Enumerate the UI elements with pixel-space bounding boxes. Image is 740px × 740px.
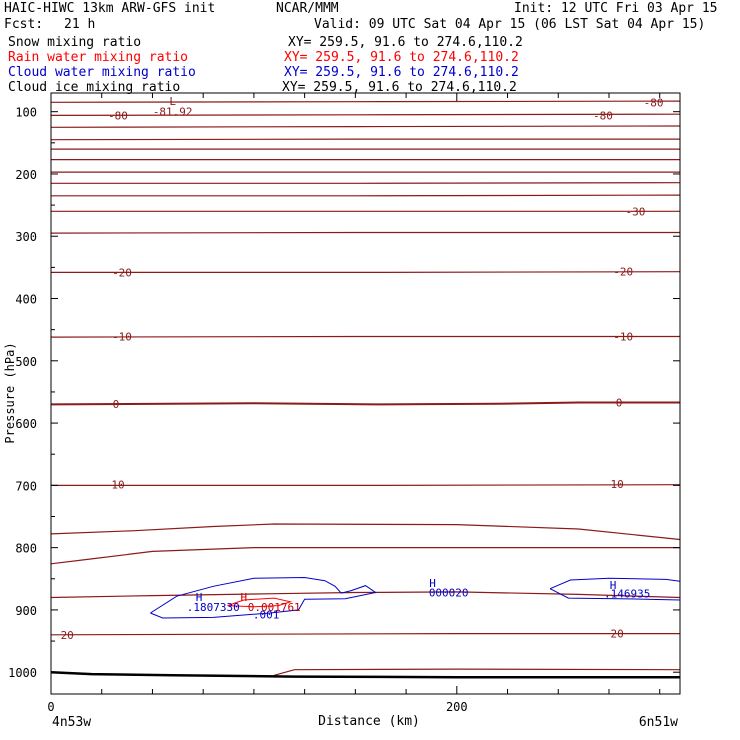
- forecast-label: Fcst:: [4, 17, 44, 32]
- legend-cloud-water-xy: XY= 259.5, 91.6 to 274.6,110.2: [284, 65, 519, 80]
- isotherm-20-18: [50, 633, 680, 636]
- isotherm--80-1: [50, 113, 681, 116]
- legend-cloud-ice-label: Cloud ice mixing ratio: [8, 80, 181, 95]
- contour-label-5: -30: [625, 205, 645, 218]
- contour-label-19: 0.001761: [248, 601, 301, 614]
- contour-label-16: H: [196, 591, 203, 604]
- isotherm-unlabeled-7: [51, 182, 681, 184]
- y-tick-label-700: 700: [15, 479, 37, 493]
- x-axis-label: Distance (km): [318, 714, 420, 729]
- contour-label-23: H: [610, 579, 617, 592]
- legend-snow-xy: XY= 259.5, 91.6 to 274.6,110.2: [288, 35, 523, 50]
- plot-frame: [50, 92, 681, 695]
- forecast-hours: 21 h: [64, 17, 96, 32]
- isotherm-0-13: [50, 401, 680, 406]
- isotherm--80-0: [50, 100, 681, 103]
- x-tick-label-200: 200: [446, 700, 468, 714]
- org-label: NCAR/MMM: [276, 1, 339, 16]
- contour-label-13: 10: [610, 478, 623, 491]
- contour-label-20: .001: [253, 608, 280, 621]
- isotherm-unlabeled-15: [50, 523, 681, 541]
- y-tick-label-900: 900: [15, 604, 37, 618]
- y-tick-label-1000: 1000: [8, 666, 37, 680]
- y-tick-label-600: 600: [15, 417, 37, 431]
- legend-cloud-ice-xy: XY= 259.5, 91.6 to 274.6,110.2: [282, 80, 517, 95]
- contour-label-3: -80: [644, 96, 664, 109]
- contour-label-1: -81.92: [153, 106, 193, 119]
- isotherm-10-14: [51, 484, 681, 486]
- y-axis-label: Pressure (hPa): [3, 342, 17, 443]
- rain-contour-0: [227, 597, 293, 608]
- cloud-water-contour-1: [549, 577, 681, 590]
- isotherm-unlabeled-2: [50, 125, 681, 128]
- contour-label-6: -20: [112, 266, 132, 279]
- y-tick-label-400: 400: [15, 293, 37, 307]
- y-tick-label-300: 300: [15, 230, 37, 244]
- contour-label-12: 10: [111, 479, 124, 492]
- contour-label-7: -20: [613, 266, 633, 279]
- contour-label-11: 0: [616, 397, 623, 410]
- contour-label-15: 20: [610, 628, 623, 641]
- y-tick-label-800: 800: [15, 542, 37, 556]
- x-endpoint-right: 6n51w: [639, 715, 678, 730]
- isotherm--10-12: [50, 335, 680, 338]
- rain-contours: [227, 597, 293, 608]
- y-tick-label-200: 200: [15, 168, 37, 182]
- contour-label-21: H: [429, 577, 436, 590]
- cloud-water-contour-2: [549, 588, 681, 601]
- contour-label-22: 000020: [429, 587, 469, 600]
- contour-label-0: L: [169, 95, 176, 108]
- ground-line: [50, 670, 680, 679]
- contour-label-8: -10: [112, 331, 132, 344]
- contour-labels: L-81.92 -80 -80 -80 -30 -20 -20 -10 -10 0 0 10 10 20 2…: [61, 95, 664, 642]
- contour-label-4: -80: [593, 109, 613, 122]
- valid-time: Valid: 09 UTC Sat 04 Apr 15 (06 LST Sat …: [314, 17, 706, 32]
- x-endpoint-left: 4n53w: [52, 715, 91, 730]
- x-tick-label-0: 0: [47, 700, 54, 714]
- isotherm-unlabeled-10: [50, 231, 680, 234]
- isotherm--20-11: [51, 271, 681, 273]
- legend-cloud-water-label: Cloud water mixing ratio: [8, 65, 196, 80]
- init-time: Init: 12 UTC Fri 03 Apr 15: [514, 1, 718, 16]
- isotherm-unlabeled-19: [274, 668, 681, 676]
- cloud-water-contour-0: [150, 576, 377, 619]
- legend-rain-label: Rain water mixing ratio: [8, 50, 189, 65]
- isotherm-unlabeled-17: [50, 591, 681, 599]
- legend-rain-xy: XY= 259.5, 91.6 to 274.6,110.2: [284, 50, 519, 65]
- contour-label-17: .1807330: [187, 601, 240, 614]
- cloud-water-contours: [150, 576, 681, 619]
- isotherm-unlabeled-8: [51, 194, 681, 197]
- isotherm-unlabeled-3: [50, 138, 680, 141]
- contour-label-2: -80: [108, 109, 128, 122]
- legend-snow-label: Snow mixing ratio: [8, 35, 142, 50]
- isotherm-contours: [50, 100, 681, 676]
- y-tick-label-500: 500: [15, 355, 37, 369]
- contour-label-14: 20: [61, 629, 74, 642]
- contour-label-18: H: [240, 591, 247, 604]
- contour-label-24: .146935: [604, 588, 650, 601]
- model-title: HAIC-HIWC 13km ARW-GFS init: [4, 1, 216, 16]
- isotherm-unlabeled-16: [50, 547, 680, 565]
- terrain-surface-line: [50, 670, 680, 679]
- contour-label-10: 0: [113, 398, 120, 411]
- y-tick-label-100: 100: [15, 106, 37, 120]
- contour-label-9: -10: [613, 331, 633, 344]
